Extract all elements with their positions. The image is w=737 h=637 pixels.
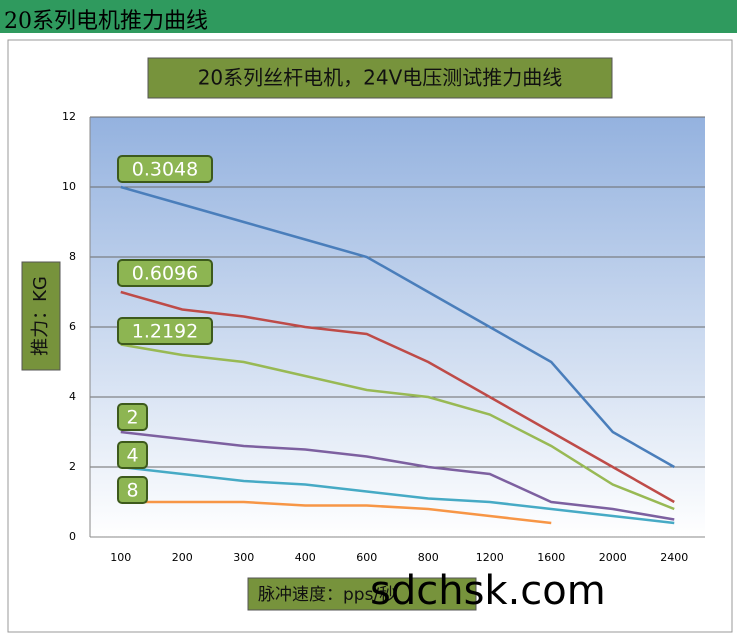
series-label: 1.2192 (132, 321, 198, 343)
series-label-box (117, 476, 148, 504)
series-line (120, 290, 675, 504)
x-tick-label: 100 (110, 551, 131, 564)
series-line (120, 185, 675, 469)
series-label: 2 (126, 407, 138, 429)
chart-title: 20系列丝杆电机，24V电压测试推力曲线 (198, 66, 563, 90)
header-bar: 20系列电机推力曲线 (0, 0, 737, 34)
series-label: 4 (126, 445, 138, 467)
series-line (120, 500, 552, 525)
x-tick-label: 200 (172, 551, 193, 564)
y-tick-label: 10 (62, 180, 76, 193)
series-label-box (117, 317, 213, 345)
x-tick-label: 1600 (537, 551, 565, 564)
x-axis-label: 脉冲速度：pps/秒 (258, 585, 396, 605)
x-tick-label: 1200 (476, 551, 504, 564)
watermark: sdchsk.com (370, 568, 606, 614)
series-label: 0.3048 (132, 159, 198, 181)
x-tick-label: 300 (233, 551, 254, 564)
y-tick-label: 8 (69, 250, 76, 263)
x-tick-label: 800 (418, 551, 439, 564)
y-tick-label: 6 (69, 320, 76, 333)
series-line (120, 465, 675, 525)
x-tick-label: 2000 (599, 551, 627, 564)
y-axis-label: 推力：KG (30, 276, 51, 356)
series-label-box (117, 155, 213, 183)
x-tick-label: 600 (356, 551, 377, 564)
x-label-box (247, 577, 477, 611)
series-label-box (117, 259, 213, 287)
series-label: 0.6096 (132, 263, 198, 285)
x-tick-label: 400 (295, 551, 316, 564)
x-tick-label: 2400 (660, 551, 688, 564)
y-tick-label: 0 (69, 530, 76, 543)
series-label-box (117, 403, 148, 431)
y-tick-label: 12 (62, 110, 76, 123)
y-tick-label: 2 (69, 460, 76, 473)
series-line (120, 343, 675, 511)
series-label: 8 (126, 480, 138, 502)
series-line (120, 430, 675, 521)
y-tick-label: 4 (69, 390, 76, 403)
header-title: 20系列电机推力曲线 (4, 9, 208, 34)
y-label-box (21, 261, 61, 371)
title-box (147, 57, 613, 99)
series-label-box (117, 441, 148, 469)
